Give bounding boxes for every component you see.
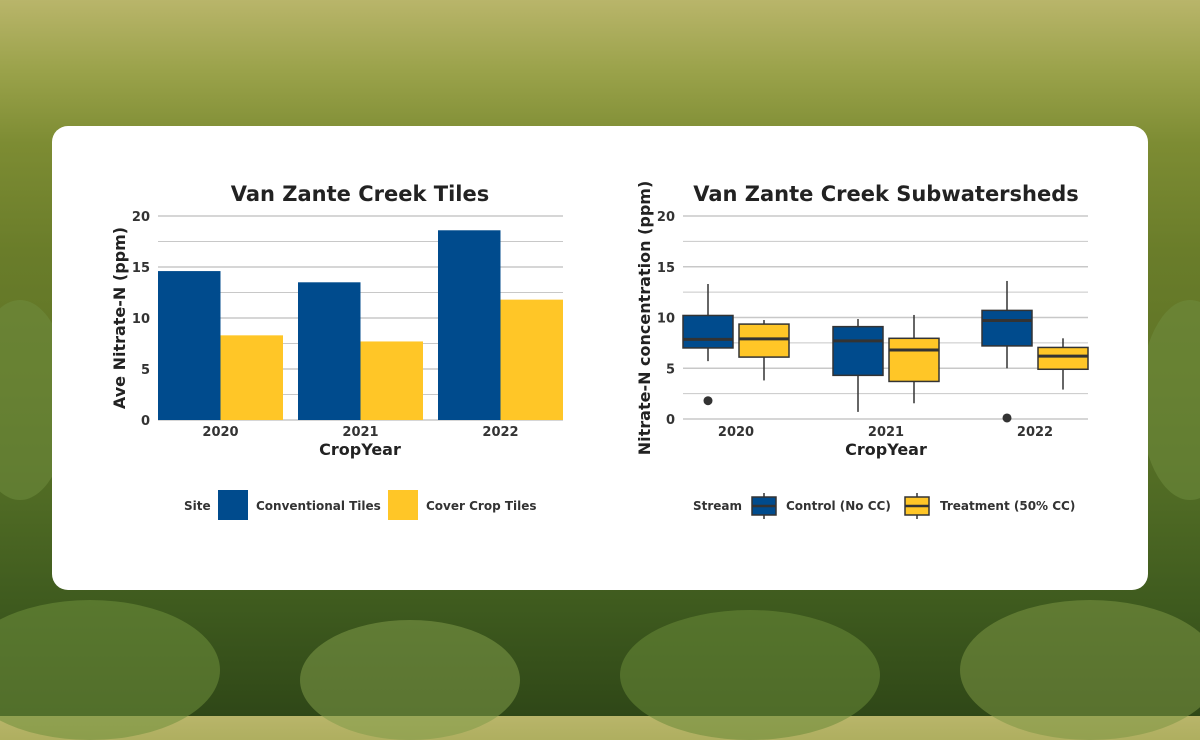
bar-2022-cover-crop	[500, 299, 563, 420]
y-tick-label: 10	[657, 312, 675, 327]
bar-2021-conventional	[298, 282, 361, 420]
y-tick-label: 0	[666, 413, 675, 428]
legend-label-cover-crop: Cover Crop Tiles	[426, 499, 537, 513]
bar-chart-title: Van Zante Creek Tiles	[231, 182, 489, 206]
y-tick-label: 15	[657, 261, 675, 276]
box-legend: Stream Control (No CC) Treatment (50% CC…	[693, 493, 1075, 519]
box-y-axis-title: Nitrate-N concentration (ppm)	[635, 181, 654, 456]
x-tick-label: 2020	[202, 425, 238, 440]
bar-x-axis-title: CropYear	[319, 440, 401, 459]
box-chart: Van Zante Creek Subwatersheds 0 5 10 15 20 2…	[635, 181, 1089, 519]
box-2021-treatment	[888, 337, 940, 383]
bar-2020-cover-crop	[220, 335, 283, 420]
bar-y-axis-title: Ave Nitrate-N (ppm)	[110, 227, 129, 409]
bar-legend-title: Site	[184, 499, 211, 513]
y-tick-label: 15	[132, 261, 150, 276]
legend-swatch-cover-crop	[388, 490, 418, 520]
bar-2020-conventional	[158, 271, 221, 420]
x-tick-label: 2021	[342, 425, 378, 440]
y-tick-label: 20	[132, 210, 150, 225]
box-chart-title: Van Zante Creek Subwatersheds	[693, 182, 1079, 206]
box-legend-title: Stream	[693, 499, 742, 513]
bar-legend: Site Conventional Tiles Cover Crop Tiles	[184, 490, 537, 520]
y-tick-label: 5	[141, 363, 150, 378]
y-tick-label: 20	[657, 210, 675, 225]
box-2020-treatment	[738, 323, 790, 358]
box-2021-control	[832, 325, 884, 377]
box-2022-treatment	[1037, 346, 1089, 371]
box-x-axis-title: CropYear	[845, 440, 927, 459]
y-tick-label: 5	[666, 362, 675, 377]
charts-canvas: Van Zante Creek Tiles 0 5 10 15 20 2020 2021 2…	[110, 181, 1089, 520]
x-tick-label: 2020	[718, 425, 754, 440]
legend-label-control: Control (No CC)	[786, 499, 891, 513]
y-tick-label: 10	[132, 312, 150, 327]
legend-label-conventional: Conventional Tiles	[256, 499, 381, 513]
x-tick-label: 2022	[1017, 425, 1053, 440]
outlier-2020-control	[703, 396, 713, 406]
bar-chart: Van Zante Creek Tiles 0 5 10 15 20 2020 2021 2…	[110, 182, 563, 520]
legend-swatch-treatment	[904, 493, 930, 519]
box-2022-control	[981, 309, 1033, 347]
outlier-2022-control	[1002, 413, 1012, 423]
bar-2022-conventional	[438, 230, 501, 420]
box-2020-control	[682, 314, 734, 349]
y-tick-label: 0	[141, 414, 150, 429]
x-tick-label: 2021	[868, 425, 904, 440]
legend-swatch-control	[751, 493, 777, 519]
legend-swatch-conventional	[218, 490, 248, 520]
x-tick-label: 2022	[482, 425, 518, 440]
bar-2021-cover-crop	[360, 341, 423, 420]
legend-label-treatment: Treatment (50% CC)	[940, 499, 1075, 513]
